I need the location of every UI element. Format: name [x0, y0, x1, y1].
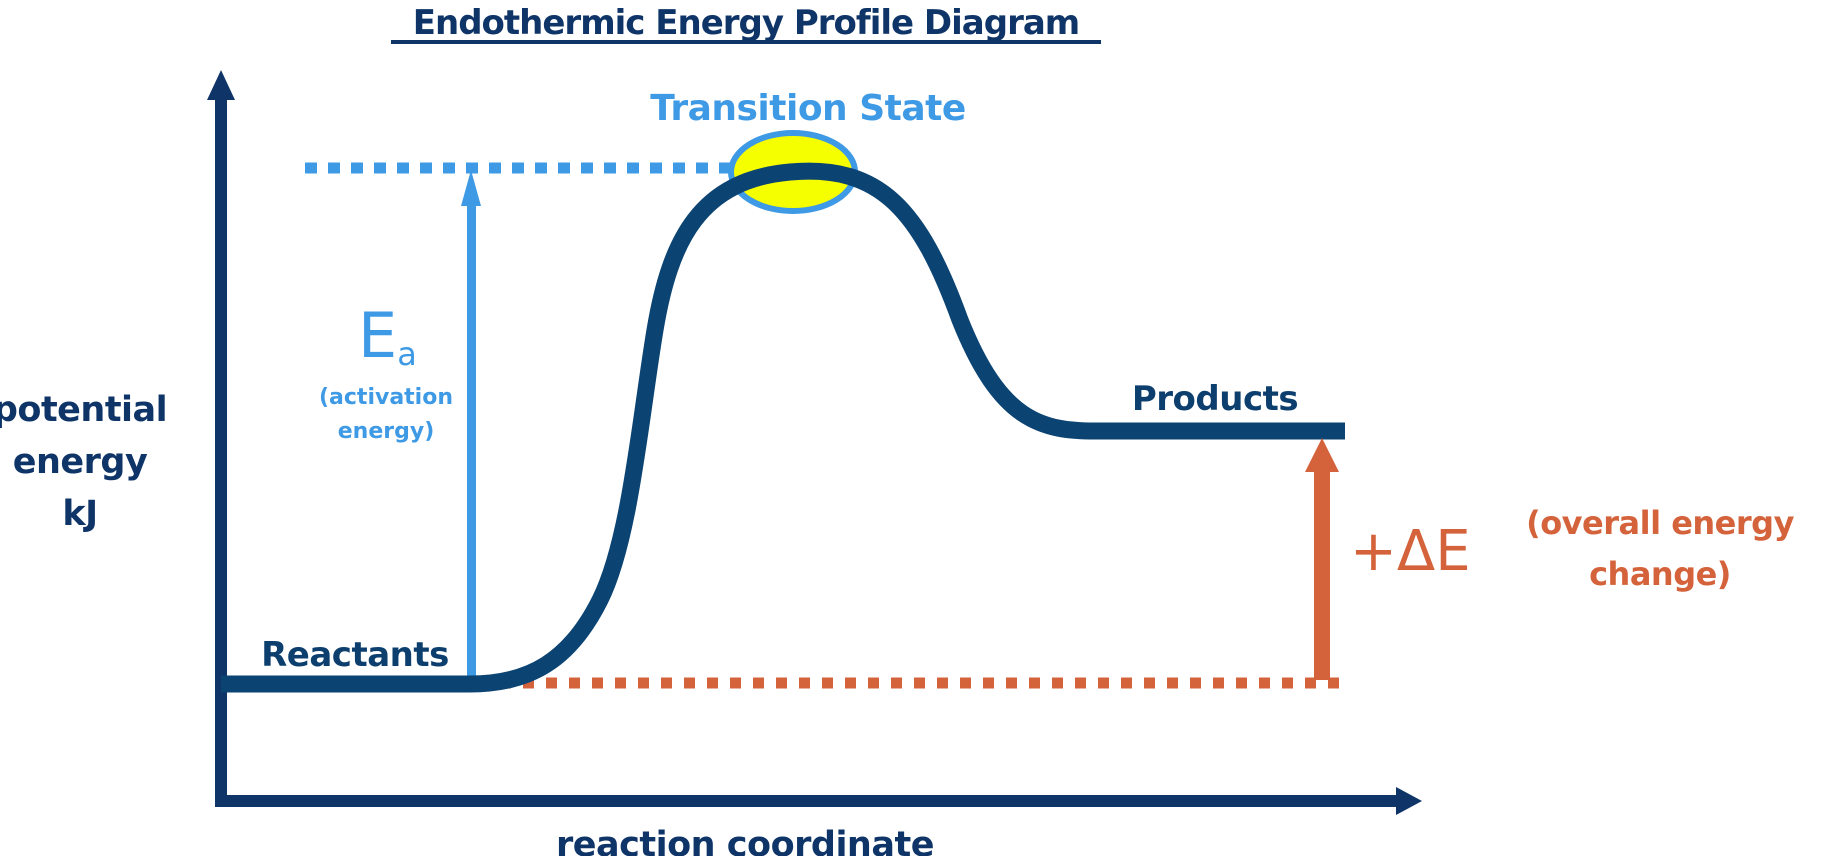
x-axis-arrow-icon [1396, 787, 1422, 815]
delta-e-label: +ΔE [1350, 519, 1471, 584]
diagram-title: Endothermic Energy Profile Diagram [413, 3, 1079, 43]
activation-energy-arrow [461, 170, 481, 678]
enthalpy-change-arrow [1305, 438, 1339, 680]
delta-e-desc-line1: (overall energy [1526, 504, 1795, 542]
ea-main: E [358, 299, 397, 372]
activation-energy-symbol: Ea [358, 299, 417, 373]
activation-energy-desc-line1: (activation [319, 385, 453, 410]
x-axis-label: reaction coordinate [556, 825, 934, 856]
transition-state-label: Transition State [650, 88, 966, 129]
title-underline [391, 40, 1101, 44]
arrow-up-icon [1305, 438, 1339, 472]
y-axis [207, 70, 235, 806]
y-axis-label-line3: kJ [62, 494, 97, 534]
reactants-label: Reactants [261, 635, 449, 675]
activation-energy-desc-line2: energy) [338, 419, 435, 444]
y-axis-arrow-icon [207, 70, 235, 100]
energy-curve [221, 162, 1345, 693]
products-label: Products [1132, 379, 1298, 419]
ea-subscript: a [397, 335, 417, 373]
arrow-up-icon [461, 170, 481, 206]
x-axis [215, 787, 1422, 815]
y-axis-label-line2: energy [13, 442, 148, 482]
y-axis-label-line1: potential [0, 390, 167, 430]
delta-e-desc-line2: change) [1589, 555, 1731, 593]
